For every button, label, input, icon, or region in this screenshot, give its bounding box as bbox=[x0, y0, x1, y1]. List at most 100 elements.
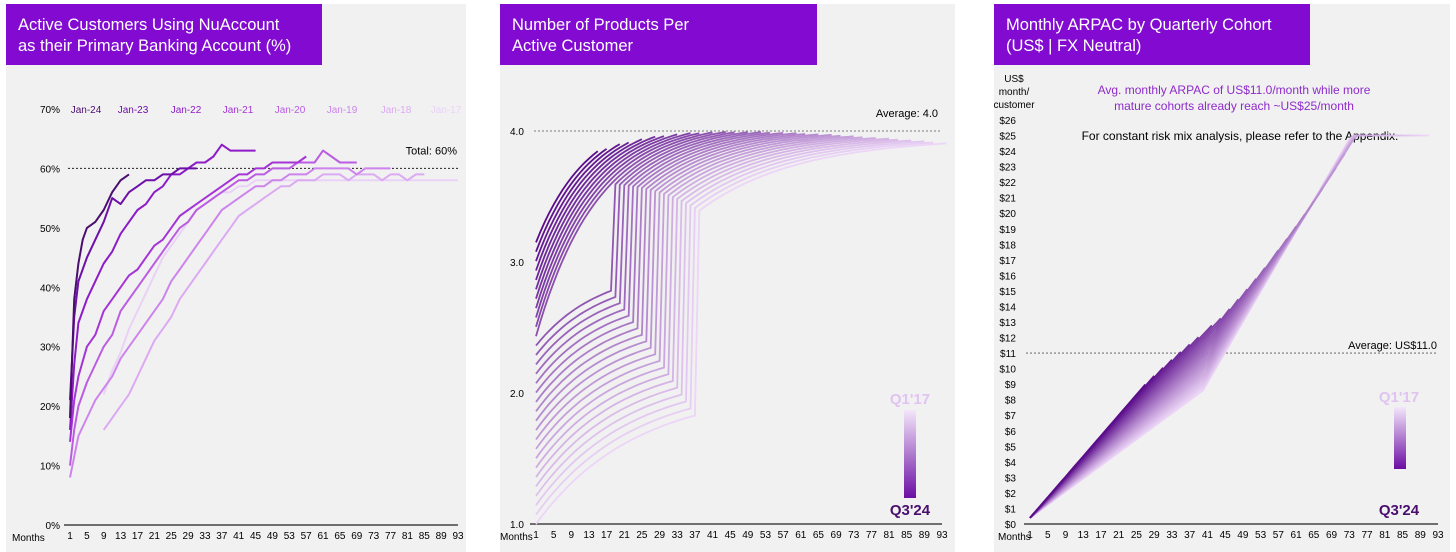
y-tick-label: $14 bbox=[999, 302, 1016, 313]
x-tick-label: 61 bbox=[795, 530, 807, 541]
reference-label: Total: 60% bbox=[406, 145, 458, 157]
y-tick-label: $15 bbox=[999, 287, 1016, 298]
x-tick-label: 57 bbox=[301, 531, 313, 542]
y-axis-title-line: customer bbox=[993, 100, 1035, 111]
x-tick-label: 13 bbox=[583, 530, 595, 541]
series-line bbox=[535, 138, 898, 487]
series-line bbox=[69, 167, 197, 401]
series-line bbox=[535, 140, 925, 506]
x-tick-label: 25 bbox=[1131, 530, 1143, 541]
x-tick-label: 25 bbox=[636, 530, 648, 541]
series-line bbox=[69, 143, 256, 430]
series-line bbox=[535, 135, 656, 290]
series-line bbox=[535, 131, 726, 347]
x-tick-label: 69 bbox=[1326, 530, 1338, 541]
y-tick-label: $2 bbox=[1005, 489, 1017, 500]
y-tick-label: $8 bbox=[1005, 396, 1017, 407]
series-line bbox=[1029, 383, 1146, 519]
x-tick-label: 77 bbox=[1361, 530, 1373, 541]
x-tick-label: 69 bbox=[831, 530, 843, 541]
x-tick-label: 77 bbox=[866, 530, 878, 541]
y-tick-label: $13 bbox=[999, 318, 1016, 329]
x-tick-label: 37 bbox=[216, 531, 228, 542]
x-axis-title: Months bbox=[12, 533, 45, 544]
chart-panel-arpac: Monthly ARPAC by Quarterly Cohort (US$ |… bbox=[993, 4, 1450, 552]
series-line bbox=[535, 142, 947, 525]
x-tick-label: 93 bbox=[936, 530, 948, 541]
series-line bbox=[535, 133, 819, 422]
x-tick-label: 81 bbox=[883, 530, 895, 541]
x-tick-label: 65 bbox=[813, 530, 825, 541]
y-tick-label: $22 bbox=[999, 178, 1016, 189]
x-tick-label: 5 bbox=[84, 531, 90, 542]
x-tick-label: 37 bbox=[1184, 530, 1196, 541]
x-tick-label: 89 bbox=[1415, 530, 1427, 541]
y-tick-label: $7 bbox=[1005, 411, 1017, 422]
x-tick-label: 33 bbox=[672, 530, 684, 541]
y-tick-label: $1 bbox=[1005, 504, 1017, 515]
y-tick-label: 2.0 bbox=[510, 389, 524, 400]
x-tick-label: 69 bbox=[351, 531, 363, 542]
y-tick-label: $12 bbox=[999, 334, 1016, 345]
y-tick-label: $18 bbox=[999, 240, 1016, 251]
series-line bbox=[535, 132, 784, 394]
x-tick-label: 29 bbox=[183, 531, 195, 542]
x-tick-label: 13 bbox=[115, 531, 127, 542]
legend-top-label: Q1'17 bbox=[890, 391, 930, 408]
series-line bbox=[535, 139, 912, 497]
reference-label: Average: US$11.0 bbox=[1348, 340, 1437, 352]
legend-cohort-label: Jan-22 bbox=[171, 105, 202, 116]
chart-panel-primary-account: Active Customers Using NuAccount as thei… bbox=[6, 4, 466, 552]
x-tick-label: 61 bbox=[1291, 530, 1303, 541]
x-tick-label: 85 bbox=[1397, 530, 1409, 541]
x-tick-label: 89 bbox=[436, 531, 448, 542]
series-line bbox=[535, 134, 841, 441]
y-tick-label: $26 bbox=[999, 116, 1016, 127]
x-axis-title: Months bbox=[500, 532, 533, 543]
y-tick-label: $6 bbox=[1005, 427, 1017, 438]
y-tick-label: 20% bbox=[40, 402, 60, 413]
annotation-appendix: For constant risk mix analysis, please r… bbox=[1082, 129, 1399, 143]
y-tick-label: 0% bbox=[46, 521, 61, 532]
legend-cohort-label: Jan-20 bbox=[275, 105, 306, 116]
y-tick-label: $17 bbox=[999, 256, 1016, 267]
x-tick-label: 33 bbox=[1166, 530, 1178, 541]
x-tick-label: 53 bbox=[760, 530, 772, 541]
x-tick-label: 17 bbox=[1095, 530, 1107, 541]
y-tick-label: $21 bbox=[999, 194, 1016, 205]
x-tick-label: 85 bbox=[419, 531, 431, 542]
x-tick-label: 41 bbox=[233, 531, 245, 542]
y-tick-label: 10% bbox=[40, 462, 60, 473]
series-line bbox=[535, 137, 876, 469]
y-tick-label: $20 bbox=[999, 209, 1016, 220]
series-line bbox=[535, 131, 713, 337]
x-tick-label: 65 bbox=[1308, 530, 1320, 541]
x-tick-label: 25 bbox=[166, 531, 178, 542]
x-tick-label: 41 bbox=[1202, 530, 1214, 541]
y-tick-label: 4.0 bbox=[510, 127, 524, 138]
legend-bottom-label: Q3'24 bbox=[1379, 502, 1420, 519]
x-tick-label: 73 bbox=[368, 531, 380, 542]
series-line bbox=[535, 137, 890, 478]
x-tick-label: 17 bbox=[132, 531, 144, 542]
y-tick-label: 60% bbox=[40, 164, 60, 175]
y-tick-label: $4 bbox=[1005, 458, 1017, 469]
series-line bbox=[535, 132, 691, 318]
chart-title: Number of Products Per Active Customer bbox=[500, 4, 817, 65]
y-tick-label: 50% bbox=[40, 224, 60, 235]
legend-gradient-bar bbox=[904, 410, 916, 498]
x-tick-label: 9 bbox=[1063, 530, 1069, 541]
y-tick-label: $3 bbox=[1005, 473, 1017, 484]
x-tick-label: 21 bbox=[619, 530, 631, 541]
y-tick-label: 1.0 bbox=[510, 520, 524, 531]
legend-cohort-label: Jan-17 bbox=[431, 105, 462, 116]
x-tick-label: 5 bbox=[1045, 530, 1051, 541]
x-tick-label: 1 bbox=[533, 530, 539, 541]
x-tick-label: 5 bbox=[551, 530, 557, 541]
x-tick-label: 57 bbox=[778, 530, 790, 541]
legend-cohort-label: Jan-23 bbox=[118, 105, 149, 116]
x-tick-label: 29 bbox=[1149, 530, 1161, 541]
series-line bbox=[69, 167, 391, 478]
series-line bbox=[535, 136, 863, 459]
legend-cohort-label: Jan-18 bbox=[381, 105, 412, 116]
